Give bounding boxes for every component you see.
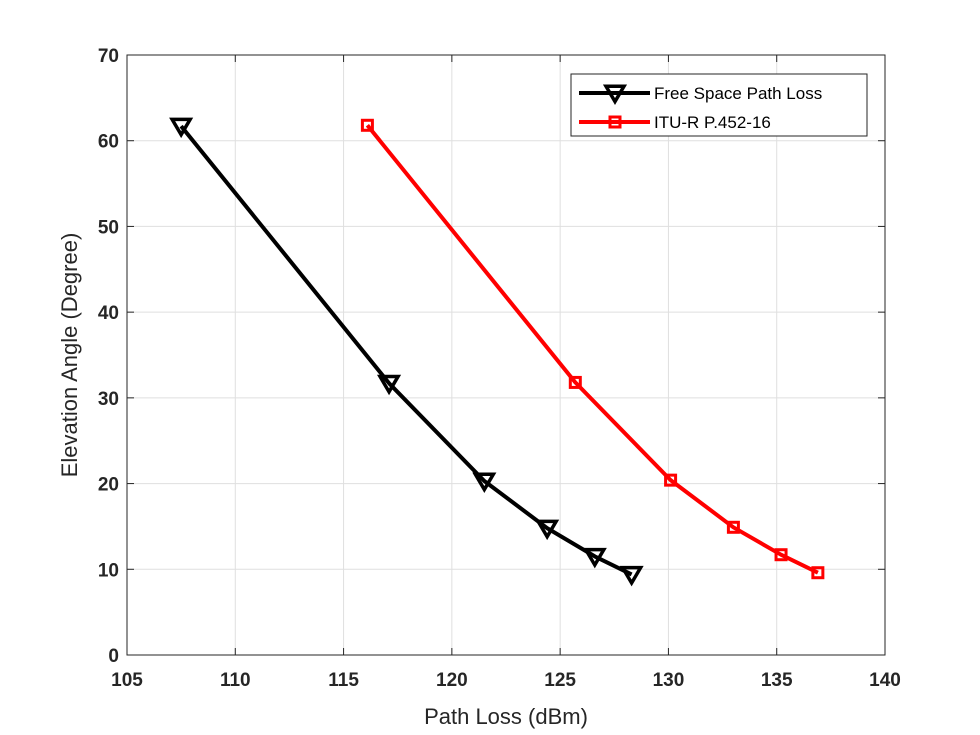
y-tick-label: 40 — [98, 303, 119, 324]
data-point-marker — [774, 548, 788, 562]
x-tick-label: 115 — [328, 670, 359, 691]
data-point-marker — [360, 118, 374, 132]
data-point-marker — [664, 473, 678, 487]
data-point-marker — [811, 566, 825, 580]
y-axis-title: Elevation Angle (Degree) — [57, 233, 82, 478]
legend-label: Free Space Path Loss — [654, 84, 822, 103]
data-point-marker — [472, 472, 497, 494]
x-tick-label: 110 — [220, 670, 251, 691]
y-tick-label: 20 — [98, 475, 119, 496]
y-tick-label: 30 — [98, 389, 119, 410]
x-tick-label: 105 — [111, 670, 143, 691]
series-group — [169, 117, 825, 587]
legend-entry: ITU-R P.452-16 — [579, 113, 771, 132]
axes: 105 110 115 120 125 130 135 140 0 10 20 30 40 50 60 70 — [98, 46, 901, 691]
y-tick-label: 0 — [108, 646, 119, 667]
x-tick-label: 135 — [761, 670, 793, 691]
legend-marker — [602, 84, 628, 106]
legend-entry: Free Space Path Loss — [579, 84, 822, 106]
legend: Free Space Path Loss ITU-R P.452-16 — [570, 73, 868, 137]
data-point-marker — [619, 565, 644, 587]
data-point-marker — [535, 519, 560, 541]
y-tick-label: 50 — [98, 217, 119, 238]
data-point-marker — [568, 375, 582, 389]
y-tick-label: 70 — [98, 46, 119, 67]
data-point-marker — [726, 520, 740, 534]
plot-area — [127, 55, 885, 655]
x-tick-label: 120 — [436, 670, 468, 691]
data-point-marker — [376, 374, 402, 396]
x-tick-label: 125 — [544, 670, 576, 691]
x-tick-label: 130 — [653, 670, 685, 691]
series-2 — [360, 118, 825, 580]
data-point-marker — [582, 547, 607, 569]
y-tick-label: 60 — [98, 132, 119, 153]
legend-label: ITU-R P.452-16 — [654, 113, 771, 132]
x-tick-label: 140 — [869, 670, 901, 691]
series-1 — [169, 117, 644, 587]
axes-box — [126, 54, 886, 656]
series-line — [179, 124, 633, 577]
y-tick-label: 10 — [98, 560, 119, 581]
legend-marker — [608, 115, 622, 129]
x-axis-title: Path Loss (dBm) — [424, 704, 588, 729]
data-point-marker — [169, 117, 194, 139]
